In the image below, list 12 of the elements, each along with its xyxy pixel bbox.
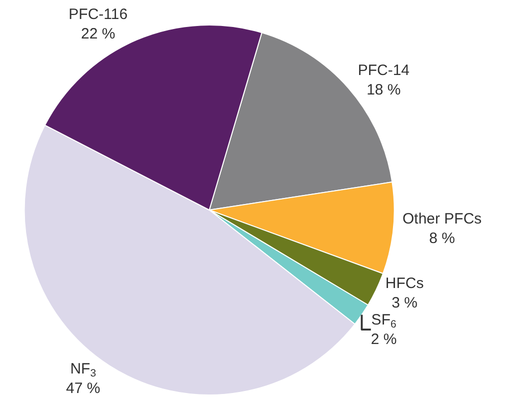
slice-label: NF$_{3}$ xyxy=(70,360,96,380)
slice-label: SF$_{6}$ xyxy=(371,311,396,330)
data-label: 47 % xyxy=(66,380,100,397)
data-label: 8 % xyxy=(429,230,456,247)
slice-label: PFC-116 xyxy=(68,6,128,24)
data-label: 18 % xyxy=(366,82,401,99)
data-label: 3 % xyxy=(392,294,418,312)
slice-label: HFCs xyxy=(385,274,424,292)
data-label: 22 % xyxy=(81,26,116,43)
slice-label: Other PFCs xyxy=(402,210,482,228)
slice-label: PFC-14 xyxy=(358,62,410,80)
data-label: 2 % xyxy=(370,330,397,348)
